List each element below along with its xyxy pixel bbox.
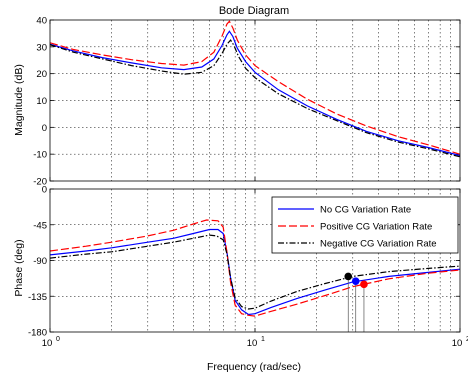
magnitude-series-line-3: [50, 39, 460, 158]
phase-ytick-label: -135: [28, 292, 47, 303]
phase-xtick-exponent: 1: [261, 336, 265, 343]
magnitude-ytick-label: 20: [36, 69, 47, 80]
magnitude-ytick-label: 10: [36, 96, 47, 107]
phase-ytick-label: -180: [28, 328, 47, 339]
phase-marker-point: [351, 277, 360, 285]
phase-xtick-label: 10: [452, 338, 463, 349]
magnitude-ylabel: Magnitude (dB): [13, 64, 25, 136]
frequency-xlabel: Frequency (rad/sec): [207, 361, 301, 373]
legend-label: No CG Variation Rate: [320, 205, 411, 216]
phase-series-line-2: [50, 219, 460, 317]
phase-ylabel: Phase (deg): [13, 239, 25, 296]
magnitude-series-line-1: [50, 30, 460, 157]
magnitude-ytick-label: -20: [33, 177, 47, 188]
phase-marker-point: [360, 280, 368, 289]
magnitude-series-line-2: [50, 20, 460, 155]
magnitude-ytick-label: 0: [42, 123, 47, 134]
legend-label: Negative CG Variation Rate: [320, 239, 437, 250]
magnitude-ytick-label: 40: [36, 16, 47, 27]
phase-xtick-exponent: 0: [56, 336, 60, 343]
phase-marker-point: [344, 272, 353, 281]
phase-ytick-label: -90: [33, 256, 47, 267]
magnitude-ytick-label: 30: [36, 42, 47, 53]
phase-ytick-label: 0: [42, 185, 47, 196]
phase-series-line-3: [50, 234, 460, 310]
phase-axes-frame: [49, 188, 461, 333]
legend-label: Positive CG Variation Rate: [320, 222, 432, 233]
phase-xtick-exponent: 2: [466, 336, 468, 343]
legend: No CG Variation Rate Positive CG Variatio…: [271, 196, 459, 254]
legend-box: [271, 196, 459, 254]
phase-series-line-1: [50, 228, 460, 316]
magnitude-ytick-label: -10: [33, 150, 47, 161]
magnitude-axes-frame: [49, 19, 461, 182]
chart-title: Bode Diagram: [219, 5, 289, 17]
phase-ytick-label: -45: [33, 220, 47, 231]
magnitude-grid: [49, 19, 461, 182]
phase-xtick-label: 10: [42, 338, 53, 349]
phase-xtick-label: 10: [247, 338, 258, 349]
